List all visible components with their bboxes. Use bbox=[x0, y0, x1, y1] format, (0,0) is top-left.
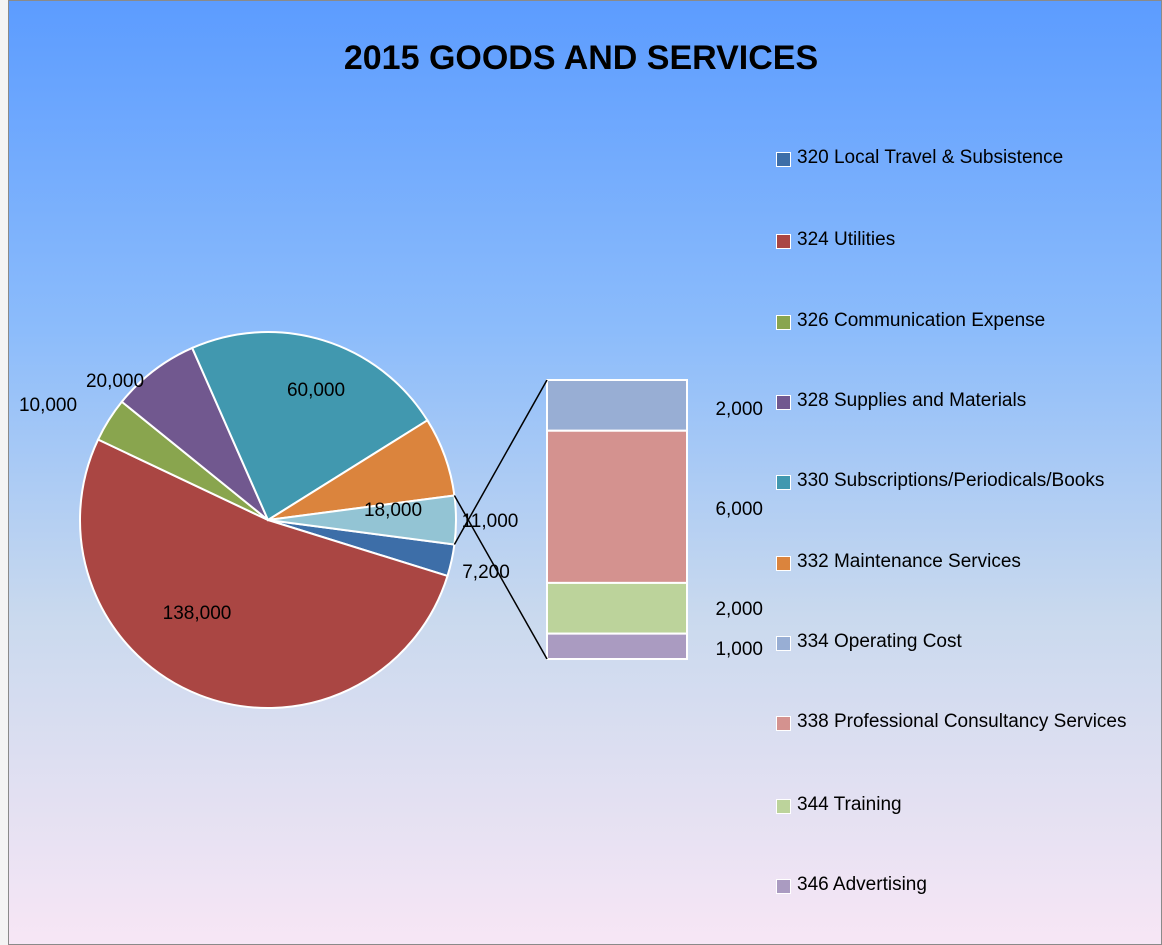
data-label: 1,000 bbox=[715, 639, 763, 660]
legend-item: 320 Local Travel & Subsistence bbox=[776, 144, 1162, 172]
data-label: 138,000 bbox=[163, 603, 232, 624]
data-label: 18,000 bbox=[364, 500, 422, 521]
data-label: 2,000 bbox=[715, 399, 763, 420]
legend-item: 324 Utilities bbox=[776, 226, 1162, 254]
data-label: 2,000 bbox=[715, 599, 763, 620]
connector-line bbox=[453, 379, 548, 545]
data-label: 20,000 bbox=[86, 371, 144, 392]
legend-item: 328 Supplies and Materials bbox=[776, 387, 1162, 415]
legend-item: 332 Maintenance Services bbox=[776, 548, 1162, 576]
bar-segment bbox=[546, 429, 688, 584]
pie-slice bbox=[79, 438, 449, 709]
legend-swatch bbox=[776, 879, 791, 894]
legend-item: 326 Communication Expense bbox=[776, 307, 1162, 335]
legend-item: 344 Training bbox=[776, 791, 1162, 819]
legend-label: 332 Maintenance Services bbox=[797, 551, 1021, 572]
data-label: 7,200 bbox=[462, 562, 510, 583]
legend-item: 338 Professional Consultancy Services bbox=[776, 708, 1162, 736]
legend-swatch bbox=[776, 556, 791, 571]
bar-segment bbox=[546, 581, 688, 635]
legend-item: 330 Subscriptions/Periodicals/Books bbox=[776, 467, 1162, 495]
legend-swatch bbox=[776, 315, 791, 330]
legend-swatch bbox=[776, 395, 791, 410]
bar-segment bbox=[546, 379, 688, 432]
legend-swatch bbox=[776, 716, 791, 731]
legend-label: 334 Operating Cost bbox=[797, 631, 962, 652]
data-label: 10,000 bbox=[19, 395, 77, 416]
legend-label: 320 Local Travel & Subsistence bbox=[797, 147, 1064, 168]
legend-label: 328 Supplies and Materials bbox=[797, 390, 1027, 411]
legend-label: 338 Professional Consultancy Services bbox=[797, 711, 1127, 732]
legend-label: 346 Advertising bbox=[797, 874, 927, 895]
legend-swatch bbox=[776, 636, 791, 651]
legend-item: 334 Operating Cost bbox=[776, 628, 1162, 656]
data-label: 6,000 bbox=[715, 499, 763, 520]
legend-label: 326 Communication Expense bbox=[797, 310, 1046, 331]
bar-segment bbox=[546, 632, 688, 660]
legend-swatch bbox=[776, 475, 791, 490]
legend-item: 346 Advertising bbox=[776, 871, 1162, 899]
data-label: 60,000 bbox=[287, 380, 345, 401]
legend-label: 344 Training bbox=[797, 794, 902, 815]
legend-swatch bbox=[776, 234, 791, 249]
chart-title: 2015 GOODS AND SERVICES bbox=[344, 39, 818, 77]
legend-label: 330 Subscriptions/Periodicals/Books bbox=[797, 470, 1105, 491]
legend-swatch bbox=[776, 799, 791, 814]
legend-swatch bbox=[776, 152, 791, 167]
legend-label: 324 Utilities bbox=[797, 229, 896, 250]
connector-line bbox=[453, 495, 548, 660]
pie-slice bbox=[190, 331, 429, 522]
data-label: 11,000 bbox=[462, 511, 519, 532]
